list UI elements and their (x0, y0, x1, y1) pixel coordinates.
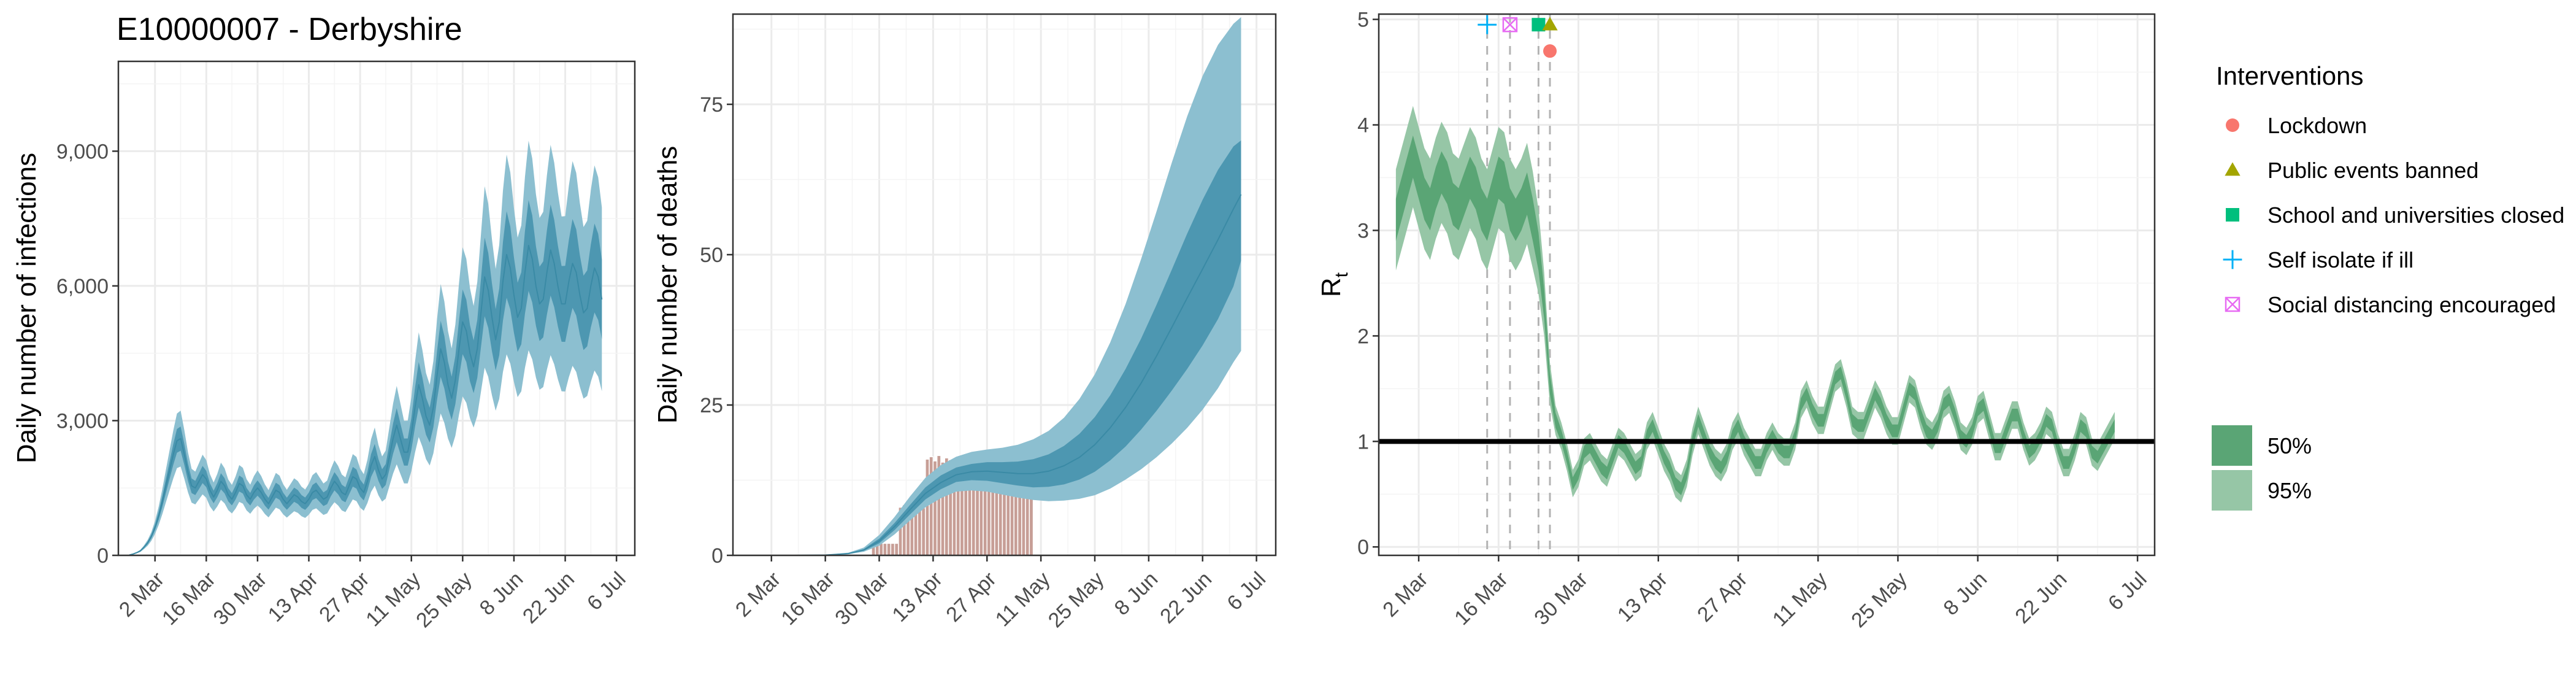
deaths-ci50-band (794, 140, 1241, 556)
deaths-panel-border (732, 13, 1277, 557)
legend-label-social_distancing: Social distancing encouraged (2267, 292, 2556, 317)
deaths-median-line (794, 194, 1242, 556)
legend-marker-lockdown (2226, 118, 2239, 132)
deaths-y-axis: 0 25 50 75 (700, 93, 733, 568)
legend-label-lockdown: Lockdown (2267, 113, 2367, 138)
legend-marker-school_closed (2226, 208, 2239, 222)
deaths-observed-bar (913, 509, 919, 556)
rt-ci95-band (1395, 106, 2115, 503)
y-tick-label: 0 (1357, 536, 1369, 559)
deaths-observed-bar (886, 542, 892, 556)
deaths-series (794, 17, 1242, 556)
infections-median-line (129, 245, 603, 556)
legend-label-ci50: 50% (2267, 433, 2312, 458)
legend-label-school_closed: School and universities closed (2267, 203, 2564, 228)
rt-ci50-band (1395, 135, 2115, 495)
deaths-observed-bar (1005, 488, 1011, 556)
deaths-observed-bar (1021, 492, 1026, 556)
y-tick-label: 0 (711, 544, 723, 568)
y-tick-label: 3,000 (56, 409, 109, 433)
y-tick-label: 50 (700, 244, 723, 267)
intervention-marker-public_events_banned (1542, 17, 1558, 31)
y-tick-label: 1 (1357, 430, 1369, 453)
deaths-observed-bar (929, 456, 934, 556)
legend-swatch-ci95 (2212, 470, 2252, 511)
y-tick-label: 9,000 (56, 140, 109, 163)
legend-marker-self_isolate (2223, 250, 2242, 269)
y-tick-label: 3 (1357, 219, 1369, 242)
deaths-observed-bar (925, 458, 930, 556)
rt-y-axis-label: Rt (1316, 272, 1352, 297)
y-tick-label: 75 (700, 93, 723, 117)
rt-series (1395, 106, 2115, 503)
y-tick-label: 4 (1357, 114, 1369, 137)
infections-panel-border (117, 60, 636, 557)
legend-label-public_events_banned: Public events banned (2267, 158, 2478, 183)
y-tick-label: 0 (97, 544, 109, 568)
y-tick-label: 25 (700, 394, 723, 417)
deaths-observed-bar (921, 507, 926, 556)
interventions-legend: Interventions Lockdown Public events bann… (2212, 61, 2564, 511)
intervention-marker-self_isolate (1478, 15, 1497, 34)
deaths-y-axis-label: Daily number of deaths (653, 146, 683, 423)
intervention-marker-social_distancing (1502, 17, 1518, 33)
legend-title: Interventions (2216, 61, 2363, 90)
deaths-observed-bar (890, 542, 895, 556)
legend-marker-social_distancing (2225, 296, 2241, 312)
rt-y-axis: 0 1 2 3 4 5 (1357, 9, 1379, 559)
legend-label-self_isolate: Self isolate if ill (2267, 247, 2413, 272)
deaths-observed-bar (894, 542, 899, 556)
infections-y-axis: 0 3,000 6,000 9,000 (56, 140, 118, 568)
rt-panel-border (1378, 13, 2156, 557)
intervention-marker-school_closed (1531, 18, 1546, 32)
intervention-marker-lockdown (1543, 44, 1557, 58)
rt-intervention-markers (1478, 15, 1558, 58)
legend-label-ci95: 95% (2267, 478, 2312, 503)
deaths-observed-bar (1013, 490, 1019, 556)
legend-marker-public_events_banned (2225, 162, 2241, 176)
deaths-observed-bar (1010, 486, 1014, 556)
y-tick-label: 5 (1357, 9, 1369, 32)
rt-intervention-dashed-lines (1486, 14, 1551, 555)
figure-title: E10000007 - Derbyshire (117, 12, 462, 47)
deaths-observed-bar (917, 505, 922, 556)
deaths-observed-bar (883, 542, 887, 556)
infections-y-axis-label: Daily number of infections (12, 153, 42, 463)
infections-series (129, 141, 603, 556)
y-tick-label: 2 (1357, 325, 1369, 348)
rt-gridlines (1379, 14, 2155, 555)
legend-swatch-ci50 (2212, 425, 2252, 466)
infections-ci95-band (129, 141, 602, 555)
y-tick-label: 6,000 (56, 275, 109, 298)
